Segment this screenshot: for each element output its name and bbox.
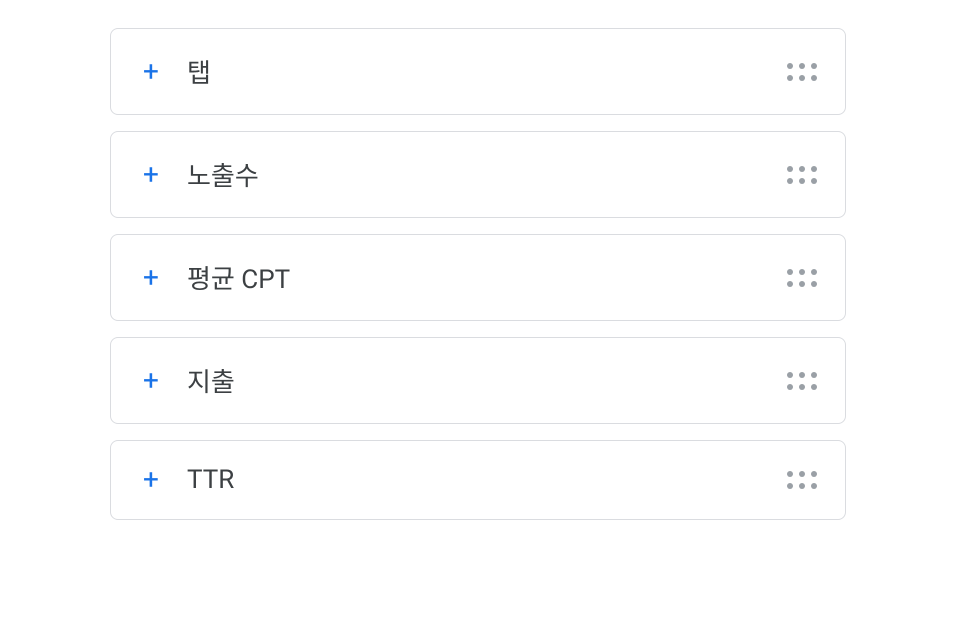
drag-handle-icon[interactable] [787,166,817,184]
metric-item-spend[interactable]: + 지출 [110,337,846,424]
drag-handle-icon[interactable] [787,63,817,81]
item-left: + 노출수 [139,156,259,193]
drag-handle-icon[interactable] [787,372,817,390]
metric-item-ttr[interactable]: + TTR [110,440,846,520]
metric-label: 지출 [187,362,235,399]
metrics-list: + 탭 + 노출수 + 평균 CPT + 지출 [0,28,956,520]
metric-label: 노출수 [187,156,259,193]
metric-item-tab[interactable]: + 탭 [110,28,846,115]
drag-handle-icon[interactable] [787,269,817,287]
item-left: + 지출 [139,362,235,399]
metric-item-avg-cpt[interactable]: + 평균 CPT [110,234,846,321]
add-icon[interactable]: + [139,468,163,492]
item-left: + 평균 CPT [139,259,290,296]
metric-label: 탭 [187,53,211,90]
drag-handle-icon[interactable] [787,471,817,489]
metric-item-impressions[interactable]: + 노출수 [110,131,846,218]
add-icon[interactable]: + [139,60,163,84]
metric-label: TTR [187,465,234,495]
add-icon[interactable]: + [139,266,163,290]
item-left: + 탭 [139,53,211,90]
metric-label: 평균 CPT [187,259,290,296]
item-left: + TTR [139,465,234,495]
add-icon[interactable]: + [139,369,163,393]
add-icon[interactable]: + [139,163,163,187]
